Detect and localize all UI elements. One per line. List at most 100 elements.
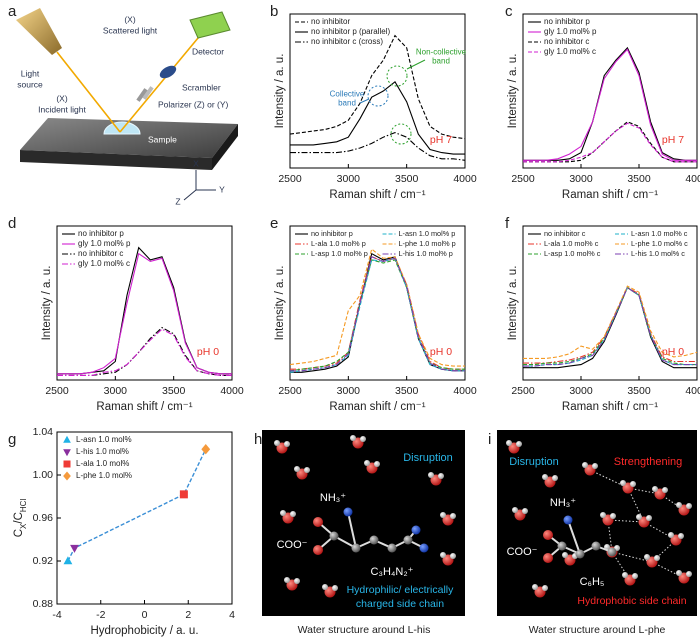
panel-label: c — [505, 3, 513, 20]
annotation: pH 7 — [662, 134, 684, 146]
diagram-label: Sample — [148, 134, 177, 144]
atom — [543, 530, 553, 540]
x-tick-label: 3500 — [395, 385, 419, 397]
legend-label: gly 1.0 mol% c — [544, 47, 596, 56]
x-tick-label: 3500 — [162, 385, 186, 397]
legend-label: L-asn 1.0 mol% — [76, 435, 132, 444]
hydrogen-atom — [542, 474, 548, 480]
hydrogen-atom — [662, 487, 668, 493]
hydrogen-atom — [274, 440, 280, 446]
stage-top — [20, 118, 238, 158]
hydrogen-atom — [512, 507, 518, 513]
diagram-label: Detector — [192, 46, 224, 56]
molecules — [274, 435, 692, 598]
atom — [387, 543, 397, 553]
stage-side — [212, 124, 238, 170]
annotation: band — [432, 57, 450, 66]
image-label: Hydrophobic side chain — [577, 595, 686, 607]
y-tick-label: 0.92 — [33, 555, 54, 567]
x-tick-label: 3000 — [337, 173, 361, 185]
band-arrow — [406, 59, 426, 70]
diagram-label: Incident light — [38, 104, 86, 114]
y-axis-label: Intensity / a. u. — [41, 266, 53, 341]
panel-label: i — [488, 431, 491, 448]
legend-label: no inhibitor p — [78, 229, 124, 238]
y-axis-label: Intensity / a. u. — [274, 54, 286, 129]
x-axis-label: Raman shift / cm⁻¹ — [96, 401, 192, 413]
hydrogen-bond — [627, 487, 645, 523]
hydrogen-atom — [522, 508, 528, 514]
image-label: COO⁻ — [507, 546, 538, 558]
hydrogen-atom — [654, 555, 660, 561]
scattered-beam — [119, 31, 204, 133]
legend-marker — [63, 449, 71, 457]
image-caption: Water structure around L-phe — [529, 624, 666, 636]
y-axis-label-part: X — [19, 523, 28, 529]
panel-label: a — [8, 3, 17, 20]
hydrogen-atom — [652, 486, 658, 492]
plot-frame — [289, 225, 466, 381]
y-axis-label: CX/CHCl — [13, 499, 28, 538]
hydrogen-atom — [506, 440, 512, 446]
legend-marker — [63, 471, 71, 481]
setup-diagram: Light source (X) Incident light (X) Scat… — [16, 8, 238, 206]
y-axis-label-part: /C — [13, 512, 25, 524]
x-axis-label: Raman shift / cm⁻¹ — [562, 189, 658, 201]
legend-label: no inhibitor c — [544, 37, 589, 46]
spectrum-line — [523, 46, 697, 161]
x-tick-label: 0 — [142, 609, 148, 621]
x-tick-label: 3000 — [337, 385, 361, 397]
legend-label: gly 1.0 mol% p — [544, 27, 597, 36]
hydrogen-atom — [450, 553, 456, 559]
legend-label: L-asp 1.0 mol% c — [544, 249, 601, 258]
hydrogen-atom — [582, 462, 588, 468]
annotation: pH 0 — [197, 346, 219, 358]
trend-line — [67, 448, 207, 562]
hydrogen-bond — [651, 561, 685, 579]
atom — [369, 535, 379, 545]
image-label: charged side chain — [356, 598, 444, 610]
x-tick-label: 4000 — [220, 385, 244, 397]
hydrogen-atom — [294, 466, 300, 472]
y-axis-label-part: C — [13, 529, 25, 537]
axis-arrow — [183, 189, 197, 201]
diagram-label: (X) — [124, 14, 136, 24]
light-source — [16, 8, 62, 55]
x-tick-label: 2500 — [278, 173, 302, 185]
x-axis-label: Raman shift / cm⁻¹ — [329, 401, 425, 413]
hydrogen-atom — [676, 502, 682, 508]
legend-label: L-his 1.0 mol% p — [399, 249, 453, 258]
axis-label: Z — [175, 196, 180, 206]
x-tick-label: 4 — [229, 609, 235, 621]
polarizer — [136, 88, 148, 102]
hydrogen-atom — [552, 475, 558, 481]
bond — [567, 519, 581, 555]
hydrogen-atom — [294, 578, 300, 584]
spectrum-line — [523, 285, 698, 359]
legend-label: L-ala 1.0 mol% p — [311, 239, 366, 248]
axis-label: Y — [219, 184, 225, 194]
legend-label: L-asn 1.0 mol% p — [399, 229, 456, 238]
atom — [607, 547, 617, 557]
annotation: Non-collective — [416, 48, 467, 57]
spectrum-line — [290, 132, 466, 161]
y-tick-label: 1.00 — [33, 469, 54, 481]
legend-marker — [63, 460, 71, 468]
hydrogen-atom — [374, 461, 380, 467]
x-axis-label: Raman shift / cm⁻¹ — [562, 401, 658, 413]
hydrogen-atom — [644, 554, 650, 560]
spectrum-line — [290, 80, 465, 155]
hydrogen-atom — [532, 584, 538, 590]
y-tick-label: 1.04 — [33, 426, 54, 438]
point — [63, 556, 73, 565]
hydrogen-atom — [440, 552, 446, 558]
hydrogen-atom — [516, 441, 522, 447]
polarizer — [142, 86, 154, 100]
atom — [575, 549, 585, 559]
legend-label: no inhibitor c (cross) — [311, 37, 383, 46]
x-tick-label: 4000 — [685, 173, 700, 185]
x-tick-label: 3000 — [569, 173, 593, 185]
legend-label: gly 1.0 mol% p — [78, 239, 131, 248]
hydrogen-atom — [280, 510, 286, 516]
